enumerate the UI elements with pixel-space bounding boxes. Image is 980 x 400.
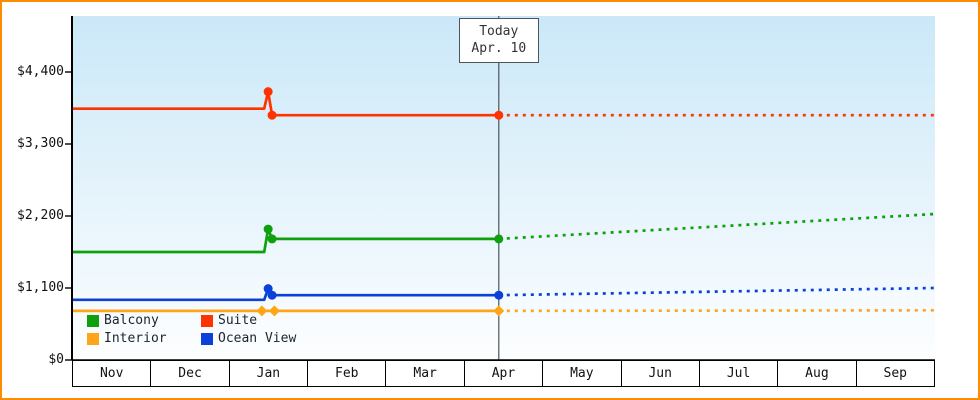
legend-label: Balcony <box>104 313 159 328</box>
data-point-balcony <box>263 224 273 234</box>
data-point-interior <box>493 305 505 317</box>
data-point-suite <box>494 110 504 120</box>
month-cell-dec: Dec <box>150 361 228 386</box>
series-suite <box>72 87 935 120</box>
data-point-suite <box>267 110 277 120</box>
month-cell-mar: Mar <box>385 361 463 386</box>
chart-legend: Balcony Suite Interior Ocean View <box>87 313 296 346</box>
legend-item-balcony: Balcony <box>87 313 201 328</box>
y-axis-label: $0 <box>48 352 64 367</box>
data-point-ocean-view <box>267 290 277 300</box>
series-ocean-view <box>72 284 936 302</box>
month-cell-jun: Jun <box>620 361 699 386</box>
month-cell-jan: Jan <box>228 361 307 386</box>
legend-swatch <box>201 332 213 345</box>
legend-swatch <box>201 314 213 327</box>
y-axis-label: $3,300 <box>17 136 64 151</box>
data-point-suite <box>263 87 273 97</box>
plot-background <box>72 16 935 360</box>
data-point-interior <box>256 305 268 317</box>
today-date: Apr. 10 <box>471 41 527 56</box>
legend-label: Interior <box>104 331 167 346</box>
legend-item-interior: Interior <box>87 331 201 346</box>
data-point-ocean-view <box>494 290 504 300</box>
y-axis-label: $2,200 <box>17 208 64 223</box>
series-interior <box>72 305 936 317</box>
x-axis-month-row: Nov Dec Jan Feb Mar Apr May Jun Jul Aug Sep <box>72 360 935 387</box>
data-point-balcony <box>267 234 277 244</box>
legend-item-suite: Suite <box>201 313 296 328</box>
legend-label: Ocean View <box>218 331 297 346</box>
month-cell-aug: Aug <box>777 361 855 386</box>
month-cell-apr: Apr <box>463 361 542 386</box>
month-cell-jul: Jul <box>698 361 777 386</box>
legend-swatch <box>87 332 99 345</box>
month-cell-nov: Nov <box>99 366 124 381</box>
data-point-balcony <box>494 234 504 244</box>
month-cell-sep: Sep <box>855 361 934 386</box>
data-point-ocean-view <box>263 284 273 294</box>
y-axis-label: $1,100 <box>17 280 64 295</box>
legend-item-ocean-view: Ocean View <box>201 331 296 346</box>
legend-swatch <box>87 314 99 327</box>
month-cell-feb: Feb <box>307 361 385 386</box>
y-axis-label: $4,400 <box>17 64 64 79</box>
today-label: Today <box>479 24 519 39</box>
data-point-interior <box>268 305 280 317</box>
legend-label: Suite <box>218 313 258 328</box>
month-cell-may: May <box>542 361 620 386</box>
series-balcony <box>72 212 936 254</box>
today-annotation: Today Apr. 10 <box>458 18 539 63</box>
